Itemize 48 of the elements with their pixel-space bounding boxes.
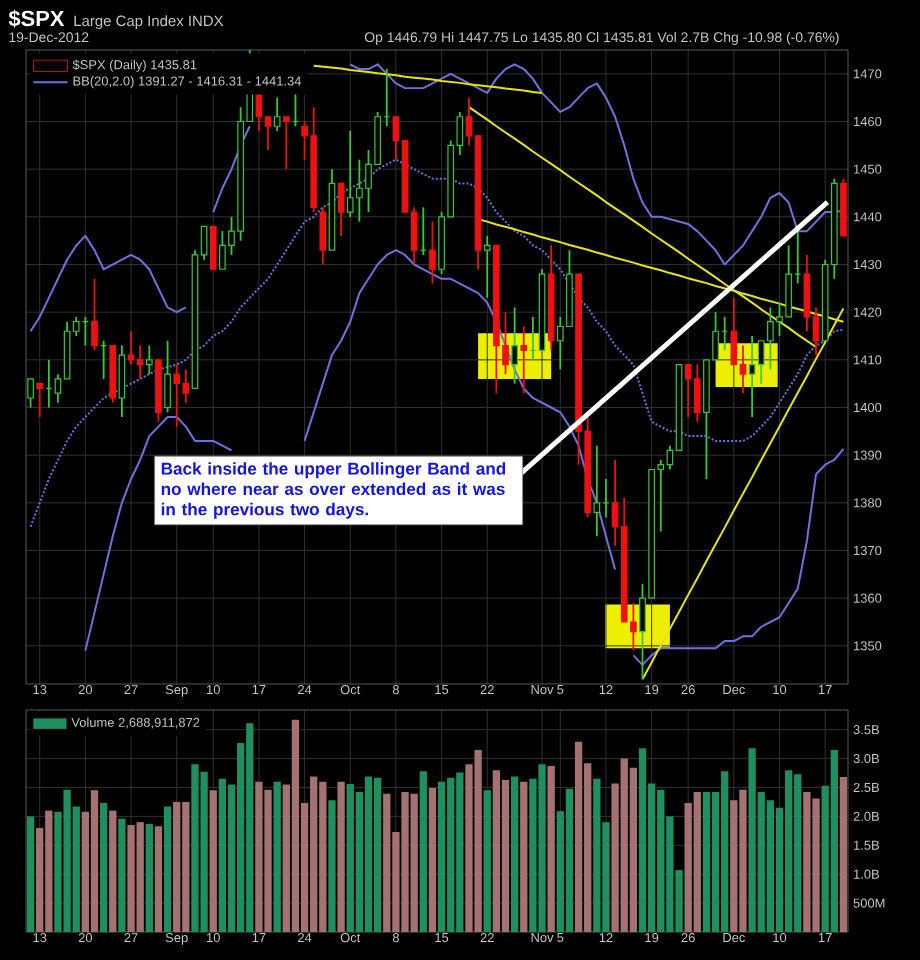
bar [273,781,281,932]
annotation: Back inside the upper Bollinger Band and no where near as over extended as it was in the previous two days. [161,462,506,519]
bar [510,776,519,932]
bar [428,788,437,932]
bar [328,800,336,932]
candlestick [145,344,153,376]
candlestick [483,235,491,299]
bar [26,816,35,932]
bar [291,719,300,932]
bar [419,771,427,932]
bar [99,803,108,932]
bar [547,766,555,932]
bar [839,777,848,932]
bar [830,749,838,932]
candlestick [520,325,528,395]
bar [638,748,647,932]
candlestick [118,344,126,418]
bar [702,792,711,932]
bar [209,790,217,932]
bar [574,741,583,932]
bar [173,801,181,932]
candlestick [511,306,518,385]
bar [90,790,99,932]
bar [218,778,227,932]
candlestick [693,363,701,423]
bar [483,790,491,932]
bar [693,792,701,932]
candlestick [173,363,181,428]
bar [109,810,117,932]
bar [437,781,446,932]
candlestick [593,444,601,538]
bar [118,818,126,932]
bar [154,826,163,932]
bar [373,777,382,932]
bar [520,781,528,932]
candlestick [803,254,811,333]
chart-title: $SPX [8,9,65,28]
bar [629,767,638,932]
bar [337,781,345,932]
bar [766,800,775,932]
bar [145,823,153,932]
candlestick [136,344,144,380]
bar [364,776,373,932]
candlestick [547,244,555,352]
bar [492,770,501,932]
bar [163,806,172,932]
bar [565,788,574,932]
bar [784,770,793,932]
